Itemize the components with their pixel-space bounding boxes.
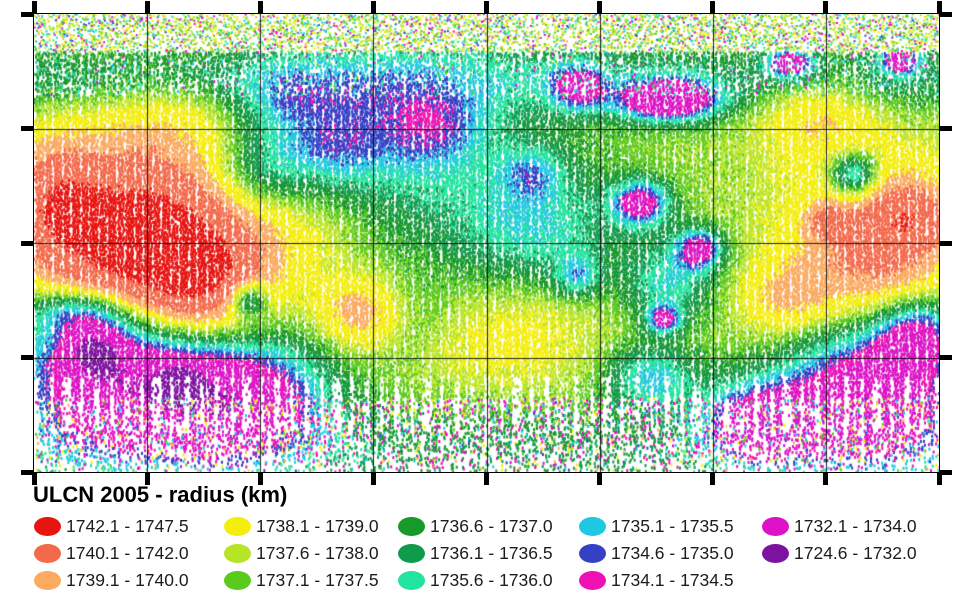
x-axis-tick-top: [823, 1, 829, 13]
legend-label: 1740.1 - 1742.0: [66, 543, 189, 563]
legend-item: 1737.6 - 1738.0: [224, 540, 379, 567]
x-axis-tick-bottom: [257, 473, 263, 485]
legend-label: 1732.1 - 1734.0: [794, 516, 917, 536]
legend-item: 1736.1 - 1736.5: [398, 540, 553, 567]
legend-column-4: 1735.1 - 1735.5 1734.6 - 1735.0 1734.1 - 1…: [579, 513, 734, 594]
y-axis-tick-left: [21, 126, 33, 131]
x-axis-tick-top: [484, 1, 489, 13]
x-axis-tick-bottom: [370, 473, 376, 485]
legend-swatch-icon: [224, 571, 251, 590]
legend-label: 1736.1 - 1736.5: [430, 543, 553, 563]
legend-column-2: 1738.1 - 1739.0 1737.6 - 1738.0 1737.1 - 1…: [224, 513, 379, 594]
legend-item: 1734.1 - 1734.5: [579, 567, 734, 594]
legend-label: 1735.6 - 1736.0: [430, 570, 553, 590]
legend-label: 1736.6 - 1737.0: [430, 516, 553, 536]
legend-item: 1740.1 - 1742.0: [34, 540, 189, 567]
legend-item: 1738.1 - 1739.0: [224, 513, 379, 540]
legend-column-1: 1742.1 - 1747.5 1740.1 - 1742.0 1739.1 - 1…: [34, 513, 189, 594]
legend-item: 1742.1 - 1747.5: [34, 513, 189, 540]
legend-swatch-icon: [398, 517, 425, 536]
legend-label: 1734.1 - 1734.5: [611, 570, 734, 590]
x-axis-tick-top: [936, 1, 942, 13]
legend-label: 1737.6 - 1738.0: [256, 543, 379, 563]
y-axis-tick-right: [940, 355, 952, 360]
legend-label: 1724.6 - 1732.0: [794, 543, 917, 563]
map-plot: [21, 1, 952, 485]
legend-swatch-icon: [579, 571, 606, 590]
y-axis-tick-right: [940, 240, 952, 246]
y-axis-tick-left: [21, 469, 33, 475]
x-axis-tick-bottom: [710, 473, 716, 485]
chart-title: ULCN 2005 - radius (km): [33, 482, 288, 507]
legend-item: 1737.1 - 1737.5: [224, 567, 379, 594]
legend-label: 1734.6 - 1735.0: [611, 543, 734, 563]
legend-label: 1735.1 - 1735.5: [611, 516, 734, 536]
legend-swatch-icon: [579, 544, 606, 563]
legend-swatch-icon: [762, 517, 789, 536]
legend-item: 1734.6 - 1735.0: [579, 540, 734, 567]
y-axis-tick-left: [21, 355, 33, 360]
y-axis-tick-right: [940, 469, 952, 475]
legend-swatch-icon: [398, 544, 425, 563]
legend-swatch-icon: [224, 544, 251, 563]
legend-swatch-icon: [34, 571, 61, 590]
x-axis-tick-bottom: [823, 473, 829, 485]
legend-swatch-icon: [398, 571, 425, 590]
x-axis-tick-bottom: [31, 473, 37, 485]
legend-item: 1739.1 - 1740.0: [34, 567, 189, 594]
map-canvas: [34, 14, 939, 472]
legend-label: 1742.1 - 1747.5: [66, 516, 189, 536]
x-axis-tick-top: [31, 1, 37, 13]
legend-label: 1738.1 - 1739.0: [256, 516, 379, 536]
x-axis-tick-bottom: [597, 473, 603, 485]
y-axis-tick-left: [21, 11, 33, 17]
y-axis-tick-right: [940, 126, 952, 131]
legend-column-5: 1732.1 - 1734.0 1724.6 - 1732.0: [762, 513, 917, 567]
x-axis-tick-bottom: [936, 473, 942, 485]
legend-label: 1739.1 - 1740.0: [66, 570, 189, 590]
legend-swatch-icon: [762, 544, 789, 563]
legend-swatch-icon: [34, 517, 61, 536]
legend-label: 1737.1 - 1737.5: [256, 570, 379, 590]
legend-swatch-icon: [224, 517, 251, 536]
legend-item: 1735.1 - 1735.5: [579, 513, 734, 540]
legend-swatch-icon: [579, 517, 606, 536]
x-axis-tick-top: [144, 1, 150, 13]
legend-item: 1736.6 - 1737.0: [398, 513, 553, 540]
x-axis-tick-top: [710, 1, 716, 13]
legend-swatch-icon: [34, 544, 61, 563]
x-axis-tick-bottom: [484, 473, 489, 485]
legend-item: 1732.1 - 1734.0: [762, 513, 917, 540]
legend-column-3: 1736.6 - 1737.0 1736.1 - 1736.5 1735.6 - 1…: [398, 513, 553, 594]
legend: 1742.1 - 1747.5 1740.1 - 1742.0 1739.1 - 1…: [0, 513, 969, 603]
y-axis-tick-left: [21, 240, 33, 246]
legend-item: 1724.6 - 1732.0: [762, 540, 917, 567]
y-axis-tick-right: [940, 11, 952, 17]
x-axis-tick-bottom: [144, 473, 150, 485]
legend-item: 1735.6 - 1736.0: [398, 567, 553, 594]
x-axis-tick-top: [370, 1, 376, 13]
x-axis-tick-top: [597, 1, 603, 13]
x-axis-tick-top: [257, 1, 263, 13]
